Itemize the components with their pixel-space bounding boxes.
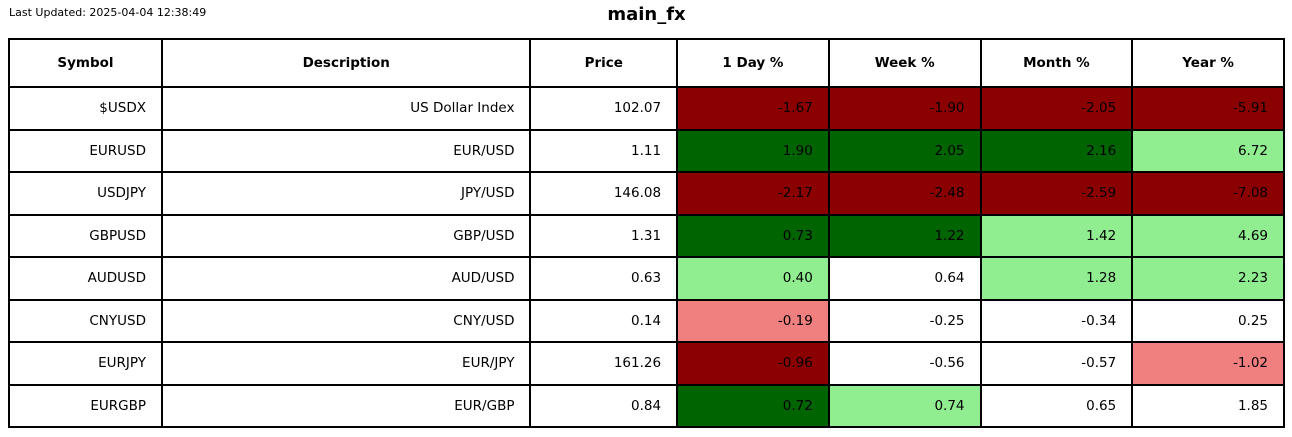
fx-rates-table: Symbol Description Price 1 Day % Week % … xyxy=(8,38,1285,428)
price-cell: 0.84 xyxy=(529,383,679,428)
description-cell: CNY/USD xyxy=(160,298,532,343)
symbol-cell: CNYUSD xyxy=(8,298,163,343)
description-cell: EUR/GBP xyxy=(160,383,532,428)
month-pct-cell: -2.05 xyxy=(979,86,1134,131)
symbol-cell: GBPUSD xyxy=(8,213,163,258)
col-header-week-pct: Week % xyxy=(827,38,982,88)
col-header-price: Price xyxy=(529,38,679,88)
symbol-cell: EURUSD xyxy=(8,128,163,173)
day-pct-cell: -1.67 xyxy=(676,86,830,131)
description-cell: JPY/USD xyxy=(160,171,532,216)
month-pct-cell: -2.59 xyxy=(979,171,1134,216)
day-pct-cell: -0.19 xyxy=(676,298,830,343)
month-pct-cell: 1.28 xyxy=(979,256,1134,301)
description-cell: EUR/JPY xyxy=(160,341,532,386)
price-cell: 1.11 xyxy=(529,128,679,173)
col-header-year-pct: Year % xyxy=(1131,38,1285,88)
symbol-cell: AUDUSD xyxy=(8,256,163,301)
table-row: EURUSD EUR/USD 1.11 1.90 2.05 2.16 6.72 xyxy=(8,128,1285,173)
day-pct-cell: -0.96 xyxy=(676,341,830,386)
price-cell: 0.14 xyxy=(529,298,679,343)
symbol-cell: USDJPY xyxy=(8,171,163,216)
year-pct-cell: 2.23 xyxy=(1131,256,1285,301)
day-pct-cell: 0.73 xyxy=(676,213,830,258)
price-cell: 146.08 xyxy=(529,171,679,216)
price-cell: 1.31 xyxy=(529,213,679,258)
symbol-cell: EURGBP xyxy=(8,383,163,428)
year-pct-cell: -1.02 xyxy=(1131,341,1285,386)
day-pct-cell: 0.72 xyxy=(676,383,830,428)
fx-table-body: $USDX US Dollar Index 102.07 -1.67 -1.90 -2.0… xyxy=(8,86,1285,428)
week-pct-cell: 2.05 xyxy=(827,128,982,173)
table-row: GBPUSD GBP/USD 1.31 0.73 1.22 1.42 4.69 xyxy=(8,213,1285,258)
page-title: main_fx xyxy=(607,4,686,25)
month-pct-cell: 2.16 xyxy=(979,128,1134,173)
table-row: USDJPY JPY/USD 146.08 -2.17 -2.48 -2.59 -7.08 xyxy=(8,171,1285,216)
description-cell: GBP/USD xyxy=(160,213,532,258)
year-pct-cell: 0.25 xyxy=(1131,298,1285,343)
price-cell: 161.26 xyxy=(529,341,679,386)
col-header-description: Description xyxy=(160,38,532,88)
week-pct-cell: 0.74 xyxy=(827,383,982,428)
week-pct-cell: -0.25 xyxy=(827,298,982,343)
week-pct-cell: -0.56 xyxy=(827,341,982,386)
year-pct-cell: 1.85 xyxy=(1131,383,1285,428)
description-cell: AUD/USD xyxy=(160,256,532,301)
month-pct-cell: 0.65 xyxy=(979,383,1134,428)
description-cell: EUR/USD xyxy=(160,128,532,173)
symbol-cell: $USDX xyxy=(8,86,163,131)
year-pct-cell: -5.91 xyxy=(1131,86,1285,131)
week-pct-cell: -2.48 xyxy=(827,171,982,216)
symbol-cell: EURJPY xyxy=(8,341,163,386)
month-pct-cell: -0.57 xyxy=(979,341,1134,386)
price-cell: 102.07 xyxy=(529,86,679,131)
col-header-month-pct: Month % xyxy=(979,38,1134,88)
year-pct-cell: 4.69 xyxy=(1131,213,1285,258)
col-header-1day-pct: 1 Day % xyxy=(676,38,830,88)
year-pct-cell: 6.72 xyxy=(1131,128,1285,173)
last-updated-timestamp: Last Updated: 2025-04-04 12:38:49 xyxy=(9,6,207,19)
month-pct-cell: -0.34 xyxy=(979,298,1134,343)
fx-table-header: Symbol Description Price 1 Day % Week % … xyxy=(8,38,1285,88)
year-pct-cell: -7.08 xyxy=(1131,171,1285,216)
day-pct-cell: -2.17 xyxy=(676,171,830,216)
table-row: CNYUSD CNY/USD 0.14 -0.19 -0.25 -0.34 0.25 xyxy=(8,298,1285,343)
week-pct-cell: -1.90 xyxy=(827,86,982,131)
description-cell: US Dollar Index xyxy=(160,86,532,131)
table-row: AUDUSD AUD/USD 0.63 0.40 0.64 1.28 2.23 xyxy=(8,256,1285,301)
week-pct-cell: 1.22 xyxy=(827,213,982,258)
table-row: $USDX US Dollar Index 102.07 -1.67 -1.90 -2.0… xyxy=(8,86,1285,131)
week-pct-cell: 0.64 xyxy=(827,256,982,301)
price-cell: 0.63 xyxy=(529,256,679,301)
col-header-symbol: Symbol xyxy=(8,38,163,88)
day-pct-cell: 0.40 xyxy=(676,256,830,301)
day-pct-cell: 1.90 xyxy=(676,128,830,173)
header-row: Symbol Description Price 1 Day % Week % … xyxy=(8,38,1285,88)
table-row: EURGBP EUR/GBP 0.84 0.72 0.74 0.65 1.85 xyxy=(8,383,1285,428)
table-row: EURJPY EUR/JPY 161.26 -0.96 -0.56 -0.57 -1.02 xyxy=(8,341,1285,386)
month-pct-cell: 1.42 xyxy=(979,213,1134,258)
